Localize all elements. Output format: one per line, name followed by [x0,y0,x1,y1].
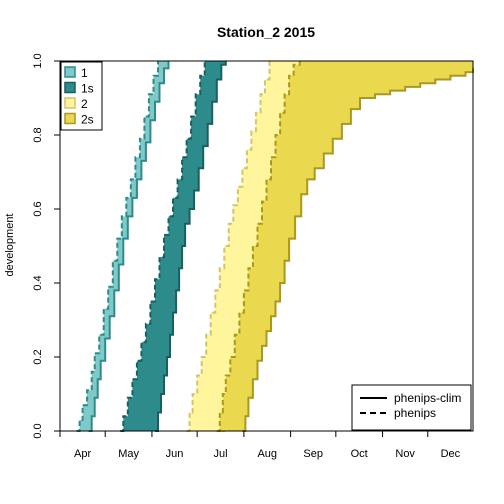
y-tick-label: 0.0 [32,423,44,438]
y-tick-label: 0.2 [32,349,44,364]
y-tick-label: 0.6 [32,201,44,216]
x-tick-label: Dec [441,448,461,460]
legend-series: 1 1s2 2s [60,61,103,131]
phenips-clim-line-1s [155,61,227,432]
legend-label: 2s [81,113,94,127]
legend-swatch-1s [64,81,76,94]
y-axis-label: development [4,214,16,277]
legend-swatch-2s [64,112,76,125]
legend-label: 2 [81,97,88,111]
series-areas [76,61,474,432]
chart-title: Station_2 2015 [217,24,315,40]
phenips-clim-line-2s [242,68,474,432]
y-tick-label: 0.8 [32,127,44,142]
x-tick-label: May [118,448,139,460]
y-tick-label: 0.4 [32,275,44,290]
legend-swatch-2 [64,97,76,109]
x-tick-label: Jun [166,448,184,460]
x-tick-label: Apr [74,448,91,460]
phenips-clim-line-1 [88,61,170,432]
x-tick-label: Nov [395,448,415,460]
legend-swatch-1 [64,66,76,78]
x-axis: Apr May Jun Jul Aug Sep Oct Nov Dec [59,431,461,460]
series-1 [76,61,170,432]
y-axis: 0.0 0.2 0.4 0.6 0.8 1.0 [32,53,60,439]
phenips-line-1s [120,61,206,432]
legend-line-label: phenips-clim [394,391,461,405]
x-tick-label: Jul [213,448,227,460]
x-tick-label: Oct [351,448,368,460]
legend-lines-box [351,384,472,431]
legend-label: 1 [81,66,88,80]
phenips-line-2s [216,61,301,432]
series-2s [216,61,474,432]
legend-line-label: phenips [394,406,436,420]
x-tick-label: Sep [303,448,323,460]
phenips-line-1 [76,61,159,432]
phenips-line-2 [186,61,271,432]
plot-frame [59,60,474,432]
area-band-1s [120,61,226,431]
legend-label: 1s [81,82,94,96]
y-tick-label: 1.0 [32,53,44,68]
x-tick-label: Aug [257,448,277,460]
area-band-2s [216,61,474,431]
series-1s [120,61,227,432]
